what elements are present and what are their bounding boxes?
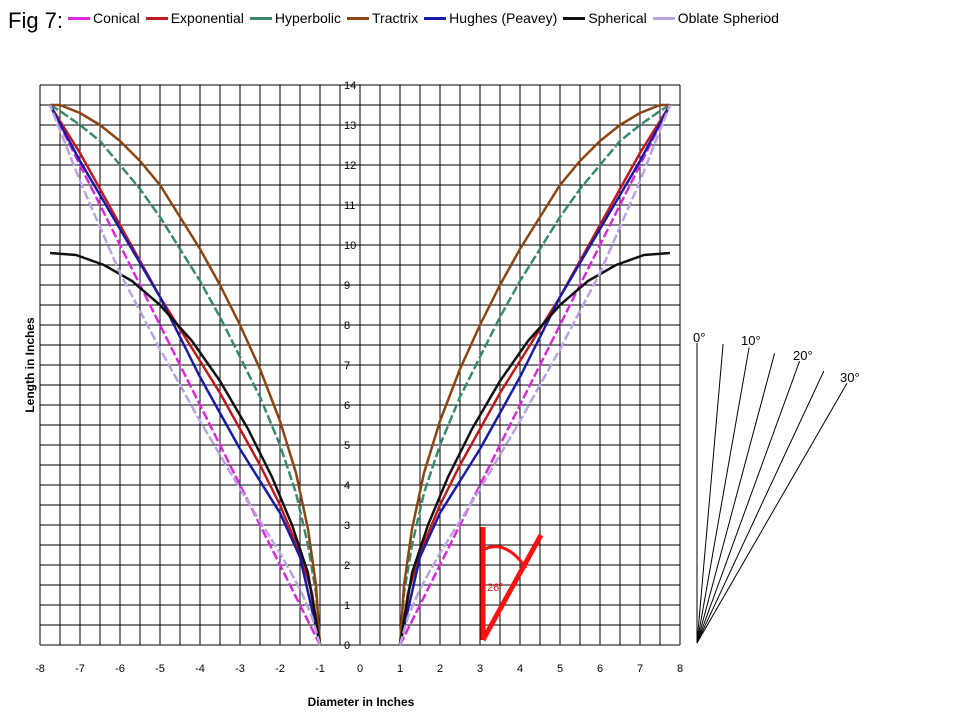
series-line-exponential-right [398,104,672,646]
angle-guide-label: 10° [741,333,761,348]
legend-item-tractrix: Tractrix [347,10,418,26]
y-tick-label: 12 [344,160,356,172]
series-line-conical-left [48,104,322,646]
x-tick-label: 7 [637,663,643,675]
series-line-spherical-right [398,251,671,646]
legend-item-spherical: Spherical [563,10,647,26]
angle-guide-fan: 0° 10° 20° 30° [693,330,860,644]
legend-swatch [347,16,370,20]
y-tick-label: 0 [344,640,350,652]
series-line-exponential-left [48,104,322,646]
legend-swatch [145,16,168,20]
legend-label: Hughes (Peavey) [449,10,558,26]
x-tick-label: -5 [155,663,165,675]
x-tick-label: -1 [315,663,325,675]
chart-legend: Conical Exponential Hyperbolic Tractrix Hugh… [68,10,785,26]
y-tick-label: 1 [344,600,350,612]
y-tick-label: 4 [344,480,350,492]
x-tick-label: 3 [477,663,483,675]
legend-item-conical: Conical [68,10,140,26]
legend-label: Oblate Spheriod [677,10,779,26]
legend-swatch [424,16,447,20]
x-tick-label: 4 [517,663,523,675]
legend-label: Hyperbolic [274,10,342,26]
series-line-oblate-spheriod-left [48,104,322,646]
y-tick-label: 13 [344,120,356,132]
y-tick-label: 9 [344,280,350,292]
legend-label: Tractrix [372,10,419,26]
series-line-tractrix-left [50,103,322,646]
angle-guide-line [696,353,776,644]
legend-swatch [68,16,90,20]
x-tick-label: 0 [357,663,363,675]
legend-swatch [563,16,586,20]
angle-guide-label: 20° [793,348,813,363]
legend-item-oblate-spheriod: Oblate Spheriod [652,10,779,26]
x-tick-label: -8 [35,663,45,675]
y-tick-label: 2 [344,560,350,572]
legend-label: Conical [93,10,140,26]
series-line-oblate-spheriod-right [398,104,672,646]
x-tick-label: -4 [195,663,205,675]
legend-item-exponential: Exponential [145,10,244,26]
series-line-hyperbolic-right [398,103,671,646]
angle-guide-line [696,344,724,644]
series-line-hughes-peavey-left [48,104,322,646]
x-tick-label: -2 [275,663,285,675]
legend-swatch [249,16,272,20]
series-line-conical-right [398,104,672,646]
angle-guide-line [696,360,801,644]
angle-guide-label: 30° [840,370,860,385]
angle-annotation: 26° [480,527,544,642]
angle-guide-label: 0° [693,330,705,345]
angle-slanted-line [480,533,544,642]
y-tick-label: 5 [344,440,350,452]
legend-swatch [652,16,675,20]
series-line-spherical-left [49,251,322,646]
x-tick-label: 5 [557,663,563,675]
legend-item-hyperbolic: Hyperbolic [249,10,342,26]
y-tick-label: 6 [344,400,350,412]
axis-tick-labels: -8 -7 -6 -5 -4 -3 -2 -1 0 1 2 3 4 5 6 7 8012345678910111… [35,80,683,675]
x-tick-label: 2 [437,663,443,675]
x-axis-label: Diameter in Inches [308,695,415,709]
y-axis-label: Length in Inches [23,317,37,413]
x-tick-label: 6 [597,663,603,675]
angle-guide-line [696,370,825,644]
x-tick-label: -6 [115,663,125,675]
x-tick-label: 8 [677,663,683,675]
x-tick-label: -7 [75,663,85,675]
y-tick-label: 10 [344,240,356,252]
chart-grid [39,84,681,646]
angle-arc [482,545,528,569]
series-line-hyperbolic-left [49,103,322,646]
legend-label: Exponential [170,10,244,26]
y-tick-label: 3 [344,520,350,532]
y-tick-label: 7 [344,360,350,372]
x-tick-label: -3 [235,663,245,675]
y-tick-label: 8 [344,320,350,332]
series-layer [48,103,672,646]
x-tick-label: 1 [397,663,403,675]
series-line-tractrix-right [398,103,670,646]
figure-label: Fig 7: [8,8,64,33]
legend-item-hughes-peavey: Hughes (Peavey) [424,10,557,26]
series-line-hughes-peavey-right [398,104,672,646]
y-tick-label: 14 [344,80,356,92]
angle-guide-line [696,347,750,644]
legend-label: Spherical [588,10,647,26]
y-tick-label: 11 [344,200,355,212]
angle-label: 26° [487,582,504,594]
angle-guide-line [696,382,848,644]
